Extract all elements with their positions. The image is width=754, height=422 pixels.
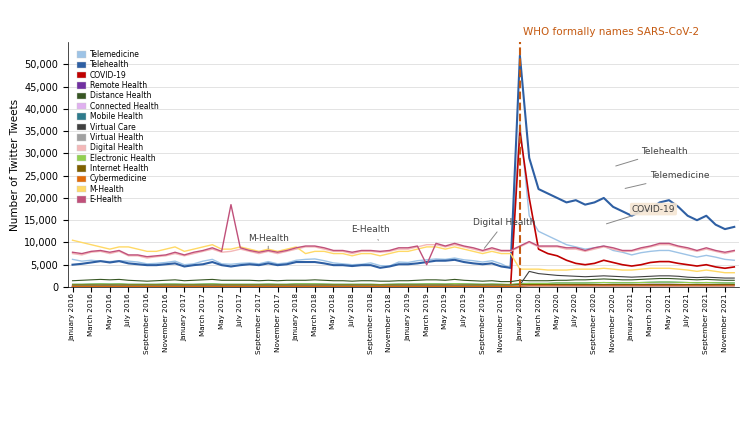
Text: WHO formally names SARS-CoV-2: WHO formally names SARS-CoV-2: [523, 27, 699, 37]
Legend: Telemedicine, Telehealth, COVID-19, Remote Health, Distance Health, Connected He: Telemedicine, Telehealth, COVID-19, Remo…: [75, 49, 160, 206]
Y-axis label: Number of Twitter Tweets: Number of Twitter Tweets: [10, 98, 20, 231]
Text: Telehealth: Telehealth: [616, 147, 688, 166]
Text: COVID-19: COVID-19: [606, 205, 676, 224]
Text: E-Health: E-Health: [351, 225, 390, 240]
Text: Digital Health: Digital Health: [474, 218, 535, 248]
Text: Telemedicine: Telemedicine: [625, 171, 710, 189]
Text: M-Health: M-Health: [248, 234, 289, 249]
